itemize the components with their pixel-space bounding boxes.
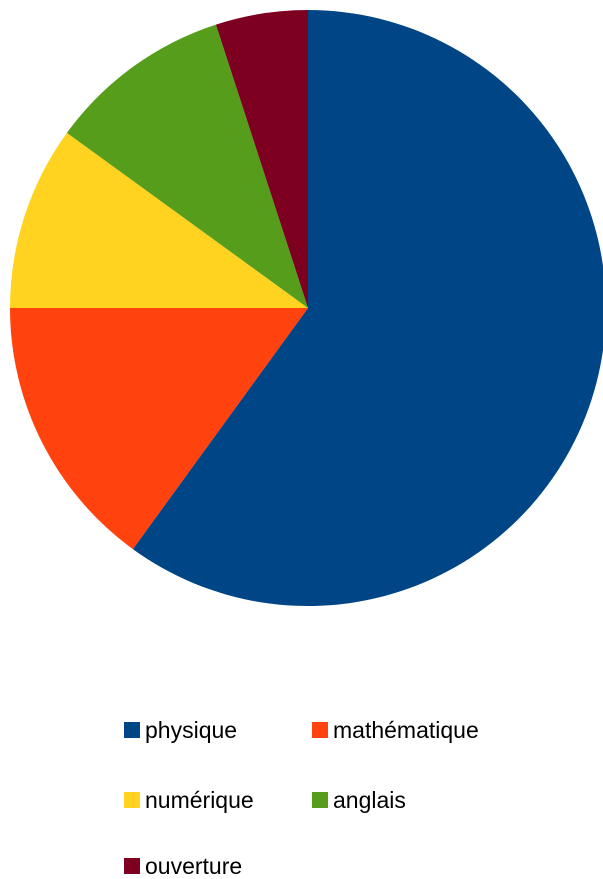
pie-slices bbox=[10, 10, 603, 606]
pie-slice-physique bbox=[132, 10, 603, 606]
legend-label: mathématique bbox=[333, 717, 479, 743]
legend-item-anglais: anglais bbox=[312, 787, 406, 813]
legend-swatch bbox=[312, 722, 328, 738]
legend-swatch bbox=[124, 792, 140, 808]
pie-slice-mathématique bbox=[10, 308, 308, 550]
legend: physique mathématique numérique anglais ouve… bbox=[124, 717, 479, 879]
legend-swatch bbox=[312, 792, 328, 808]
legend-label: ouverture bbox=[145, 853, 242, 879]
legend-label: physique bbox=[145, 717, 237, 743]
legend-swatch bbox=[124, 722, 140, 738]
legend-swatch bbox=[124, 858, 140, 874]
pie-slice-numérique bbox=[10, 132, 308, 308]
legend-item-mathématique: mathématique bbox=[312, 717, 479, 743]
pie-slice-ouverture bbox=[215, 10, 308, 308]
legend-label: numérique bbox=[145, 787, 254, 813]
legend-item-ouverture: ouverture bbox=[124, 853, 242, 879]
legend-item-physique: physique bbox=[124, 717, 237, 743]
legend-item-numérique: numérique bbox=[124, 787, 254, 813]
legend-label: anglais bbox=[333, 787, 406, 813]
pie-slice-anglais bbox=[66, 24, 308, 309]
